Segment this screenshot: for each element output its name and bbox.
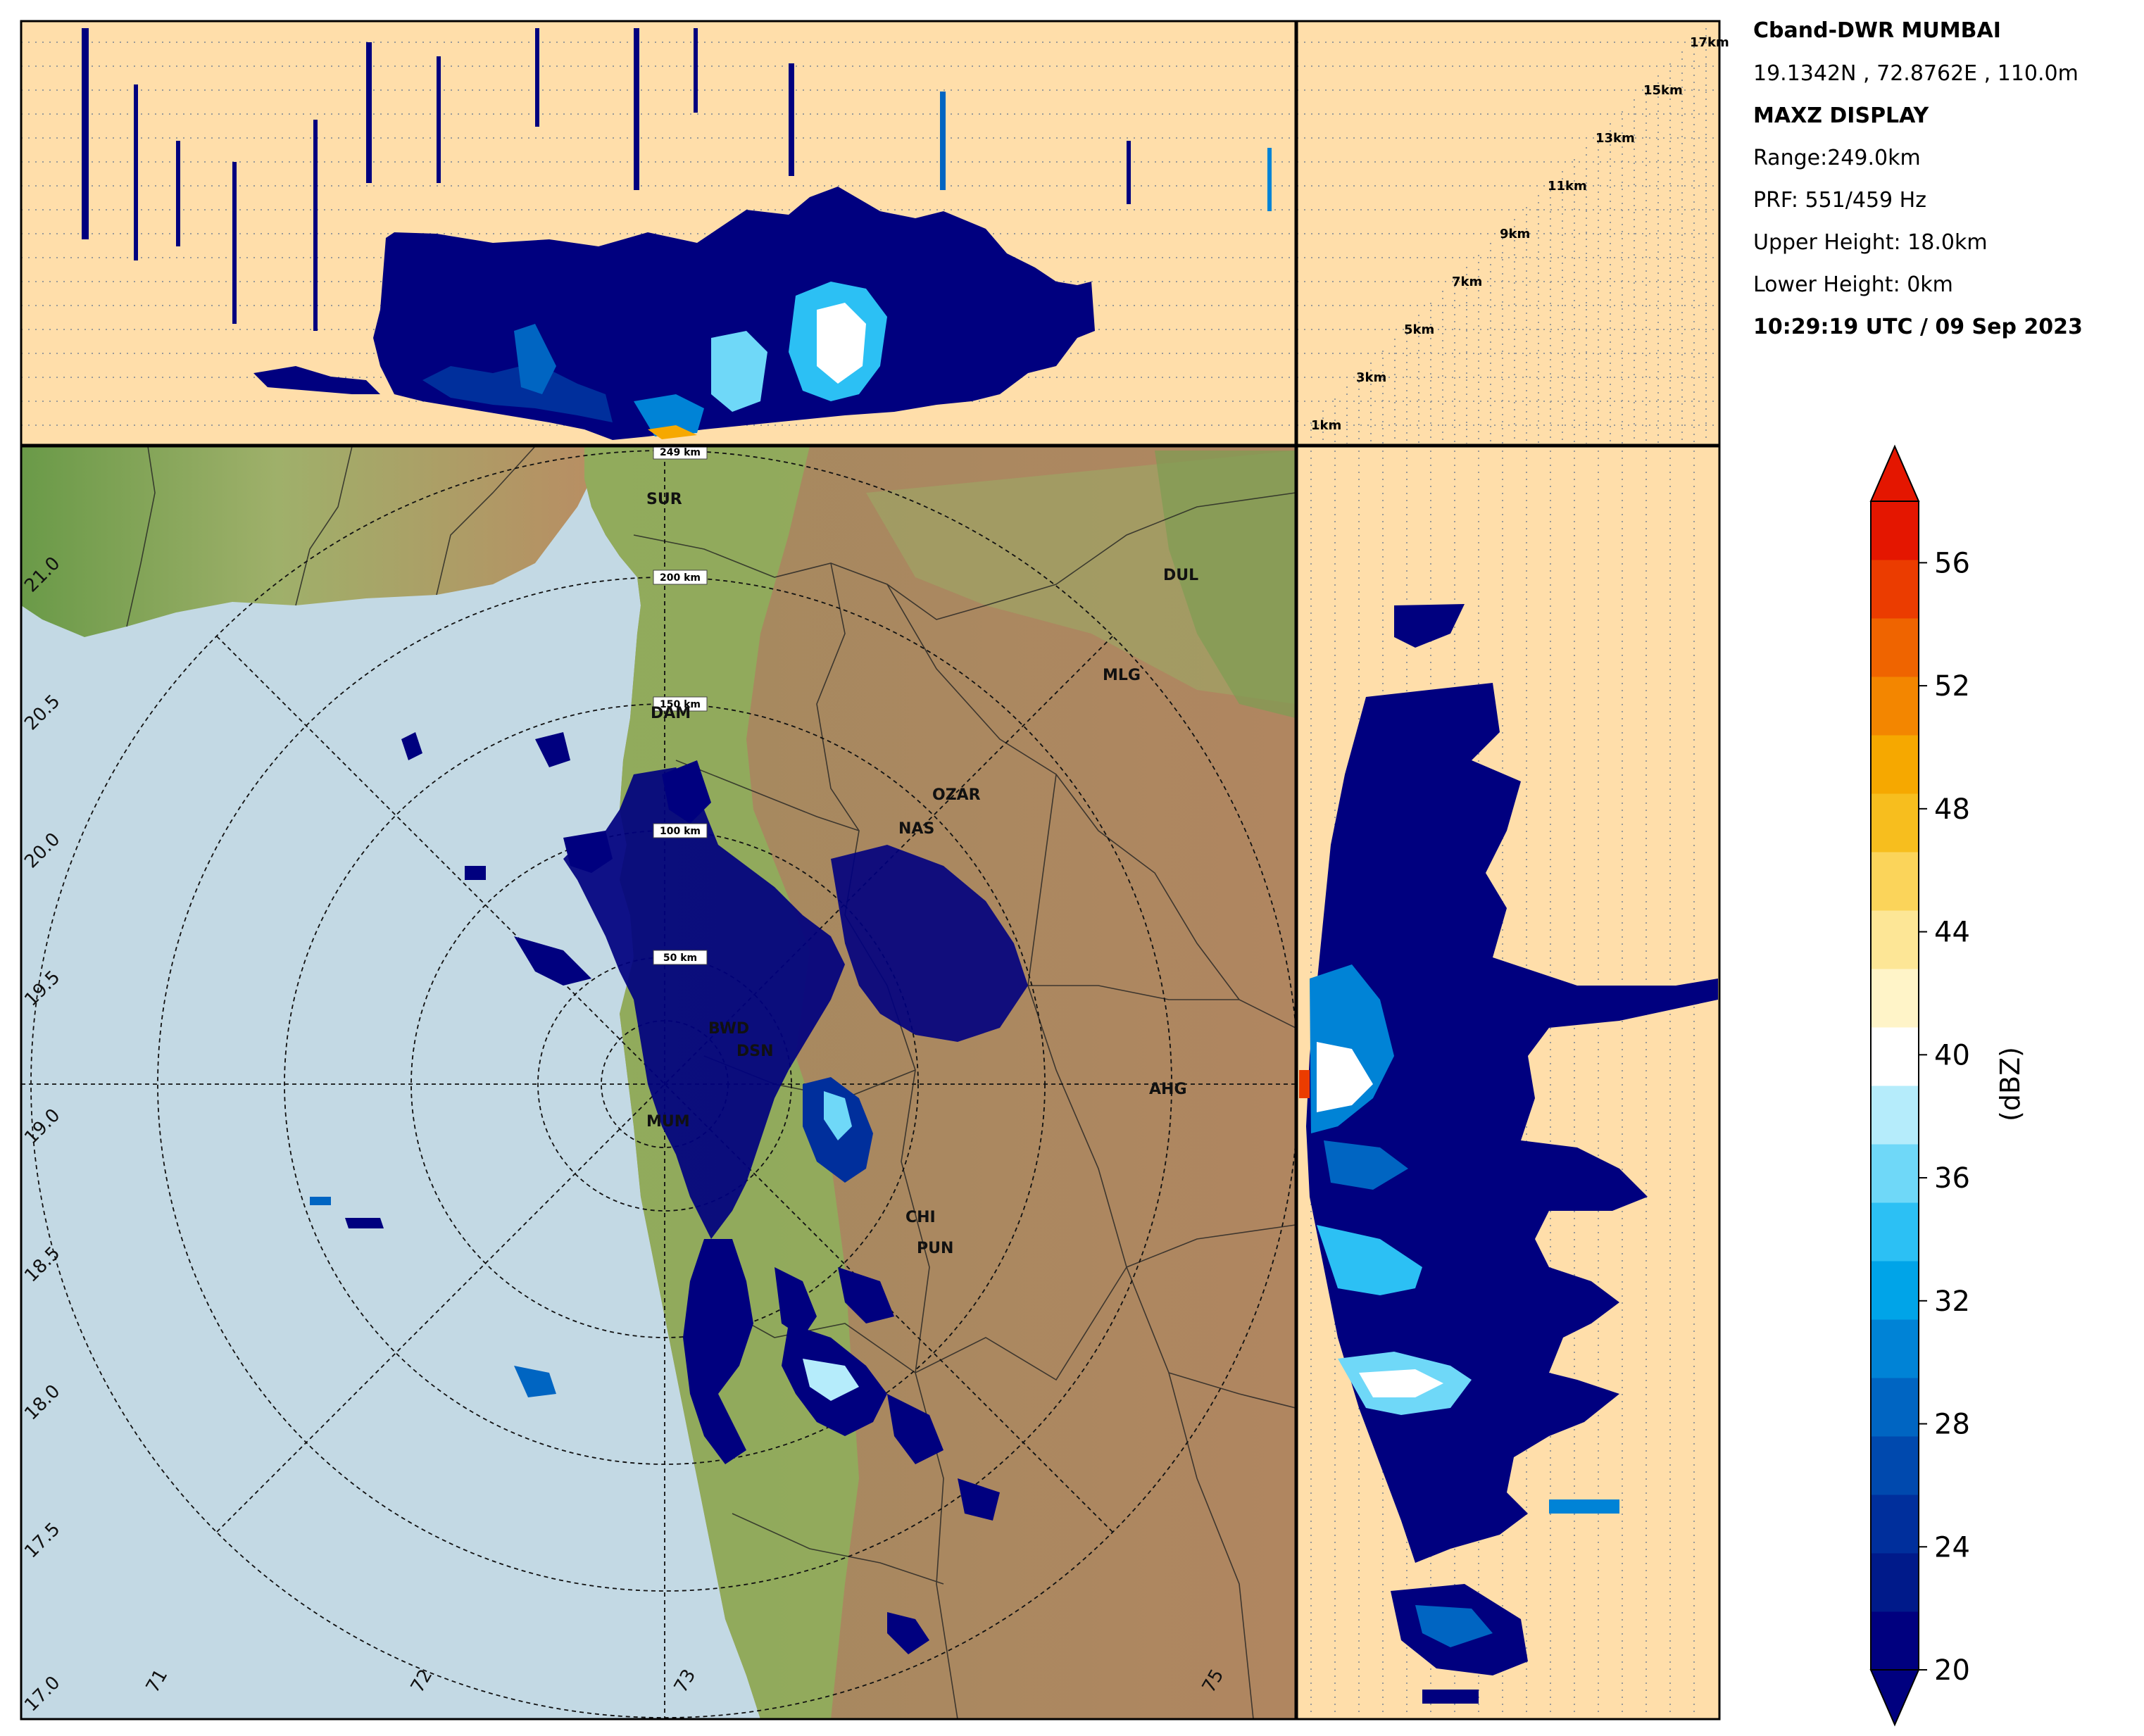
colorbar-max-arrow (1869, 444, 1920, 502)
gujarat-land (21, 446, 591, 637)
city-label: BWD (708, 1020, 749, 1038)
product-name: MAXZ DISPLAY (1753, 103, 1929, 128)
colorbar-segment (1871, 1436, 1919, 1495)
map-echoes (310, 732, 1028, 1654)
range-label: 100 km (660, 826, 701, 837)
city-label: DSN (736, 1043, 774, 1060)
right-cross-section-panel (1297, 446, 1719, 1719)
colorbar-tick-label: 40 (1934, 1039, 1970, 1071)
lower-height-info: Lower Height: 0km (1753, 272, 1953, 297)
colorbar-segment (1871, 910, 1919, 969)
city-label: DUL (1163, 567, 1198, 584)
city-label: SUR (646, 491, 682, 508)
height-label: 5km (1404, 322, 1434, 337)
colorbar-segment (1871, 1086, 1919, 1145)
height-label: 1km (1311, 418, 1341, 433)
city-label: OZAR (932, 786, 981, 804)
range-label: 249 km (660, 447, 701, 458)
colorbar-tick-label: 48 (1934, 793, 1970, 826)
colorbar-tick-label: 28 (1934, 1409, 1970, 1441)
colorbar-label: (dBZ) (1995, 1047, 2026, 1121)
colorbar-segment (1871, 1261, 1919, 1320)
station-coordinates: 19.1342N , 72.8762E , 110.0m (1753, 61, 2079, 86)
colorbar-segment (1871, 1553, 1919, 1612)
range-label: 200 km (660, 572, 701, 584)
upper-height-info: Upper Height: 18.0km (1753, 230, 1988, 255)
colorbar-segment (1871, 1319, 1919, 1378)
colorbar-tick-label: 52 (1934, 670, 1970, 703)
colorbar-min-arrow (1869, 1669, 1920, 1727)
range-label: 150 km (660, 699, 701, 710)
height-label: 3km (1356, 370, 1386, 385)
height-label: 17km (1690, 35, 1729, 50)
height-legend-panel: 17km 15km 13km 11km 9km 7km 5km 3km 1km (1297, 21, 1729, 445)
colorbar-segment (1871, 969, 1919, 1028)
city-label: AHG (1149, 1081, 1187, 1098)
top-cross-section-panel (21, 21, 1296, 445)
city-label: PUN (917, 1240, 953, 1257)
map-panel: 249 km 200 km 150 km 100 km 50 km SUR DUL MLG D… (21, 446, 1296, 1719)
colorbar-segment (1871, 1202, 1919, 1262)
colorbar-tick-label: 36 (1934, 1162, 1970, 1195)
colorbar-tick-label: 20 (1934, 1654, 1970, 1687)
colorbar-segment (1871, 501, 1919, 560)
city-label: DAM (651, 705, 691, 722)
colorbar-segment (1871, 1495, 1919, 1554)
colorbar-tick-label: 44 (1934, 917, 1970, 949)
range-info: Range:249.0km (1753, 146, 1921, 170)
colorbar-segment (1871, 618, 1919, 677)
height-label: 15km (1643, 83, 1683, 98)
colorbar-tick-label: 56 (1934, 547, 1970, 579)
colorbar-tick-label: 24 (1934, 1531, 1970, 1564)
colorbar: 56 52 48 44 40 36 32 28 24 20 (dBZ) (1869, 444, 2026, 1727)
right-echo-core (1306, 683, 1718, 1563)
prf-info: PRF: 551/459 Hz (1753, 188, 1926, 213)
range-labels: 249 km 200 km 150 km 100 km 50 km (653, 446, 708, 965)
range-label: 50 km (663, 952, 697, 964)
height-label: 13km (1596, 131, 1635, 146)
colorbar-segment (1871, 677, 1919, 736)
colorbar-segment (1871, 560, 1919, 619)
timestamp: 10:29:19 UTC / 09 Sep 2023 (1753, 315, 2083, 339)
colorbar-segment (1871, 852, 1919, 911)
station-name: Cband-DWR MUMBAI (1753, 18, 2001, 43)
colorbar-segment (1871, 793, 1919, 853)
height-label: 7km (1452, 275, 1482, 289)
city-label: CHI (905, 1209, 936, 1226)
district-boundaries (126, 446, 1296, 1719)
height-label: 11km (1548, 179, 1587, 194)
colorbar-segment (1871, 1027, 1919, 1086)
height-label: 9km (1500, 227, 1530, 241)
city-label: MLG (1103, 667, 1141, 684)
colorbar-segment (1871, 1144, 1919, 1203)
colorbar-segment (1871, 1378, 1919, 1437)
city-label: NAS (898, 820, 934, 838)
city-label: MUM (646, 1113, 690, 1131)
colorbar-segment (1871, 1611, 1919, 1671)
colorbar-tick-label: 32 (1934, 1285, 1970, 1318)
colorbar-segment (1871, 735, 1919, 794)
